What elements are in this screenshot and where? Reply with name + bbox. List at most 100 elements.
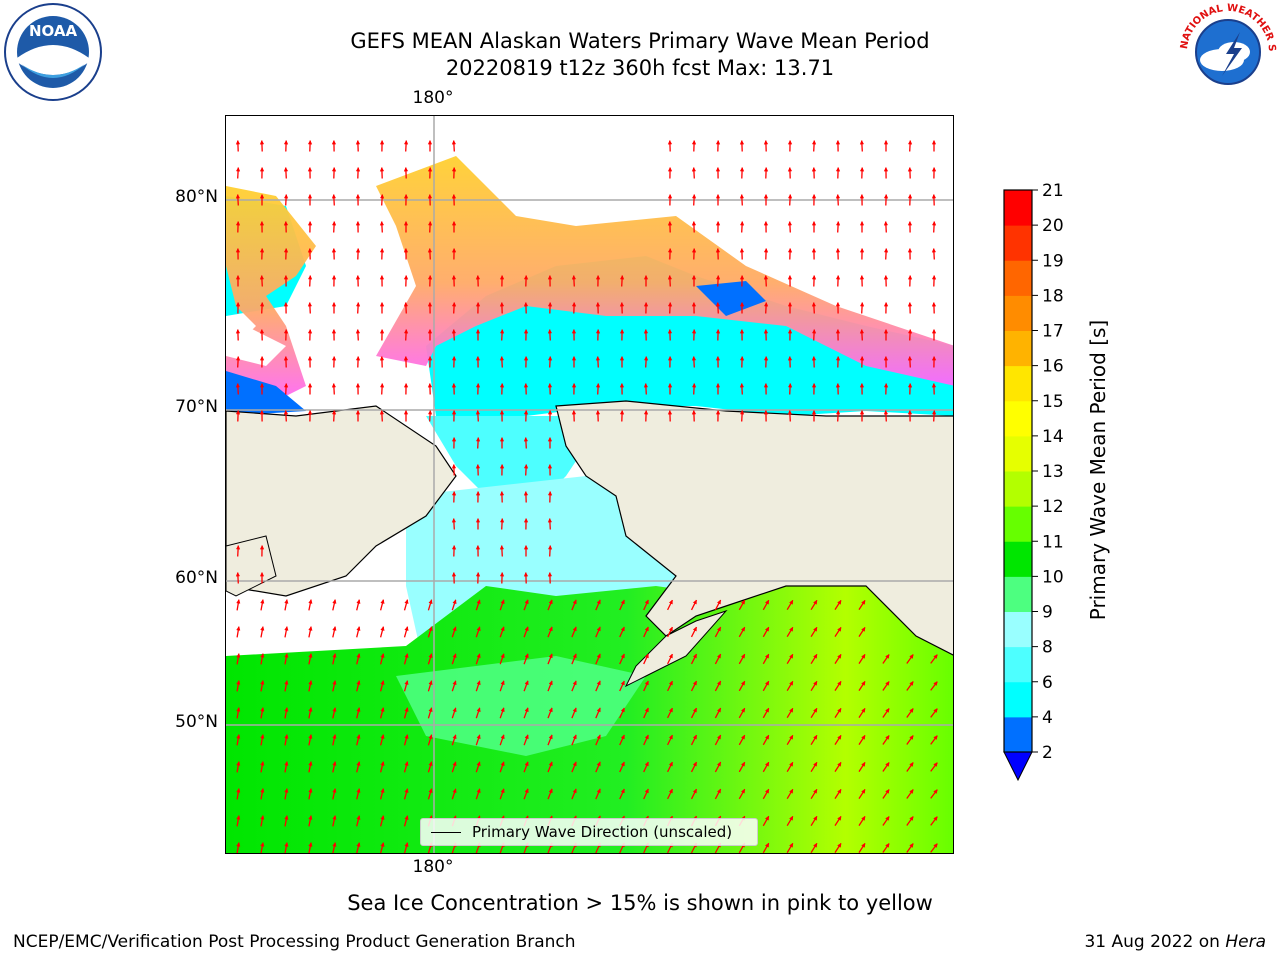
wave-arrow-head [715,301,721,307]
wave-arrow-head [692,734,697,740]
wave-arrow-head [667,274,673,280]
wave-arrow-head [763,139,769,145]
wave-arrow-head [571,328,577,334]
wave-arrow-head [740,599,745,605]
wave-arrow-head [933,843,938,848]
wave-arrow-head [548,734,553,740]
wave-arrow-head [715,382,721,388]
wave-arrow-head [739,409,745,415]
wave-arrow-head [883,274,889,280]
wave-arrow-head [837,788,842,794]
wave-arrow-head [763,328,769,334]
wave-arrow-head [739,220,745,226]
wave-arrow-head [571,382,577,388]
sea-ice-band [376,156,953,386]
wave-arrow-head [643,382,649,388]
wave-arrow-head [811,139,817,145]
wave-arrow-head [308,815,313,820]
wave-arrow-head [308,599,313,604]
wave-arrow-head [331,220,337,226]
wave-arrow-head [644,680,649,686]
wave-arrow-head [813,842,818,848]
wave-arrow-head [428,788,433,794]
wave-arrow-head [451,328,457,334]
wave-arrow-head [789,599,794,605]
footer-host: Hera [1225,932,1266,952]
colorbar-tick-label: 13 [1042,462,1064,482]
wave-arrow-head [235,409,241,415]
colorbar-bin [1004,576,1032,612]
wave-arrow-head [643,274,649,280]
wave-arrow-head [308,680,313,685]
wave-arrow-head [236,842,241,847]
wave-arrow-head [931,220,937,226]
wave-arrow-head [572,734,577,740]
lat-label-80n: 80°N [175,187,218,207]
wave-arrow-head [260,842,265,847]
wave-arrow-head [571,355,577,361]
wave-arrow-head [404,734,409,739]
wave-arrow-head [403,382,409,388]
wave-arrow-head [740,653,745,659]
wave-arrow-head [931,139,937,145]
wave-arrow-head [427,409,433,415]
wave-arrow-head [933,681,938,686]
wave-arrow-head [715,274,721,280]
wave-arrow-head [379,247,385,253]
wave-arrow-head [763,355,769,361]
wave-arrow-head [789,707,794,713]
wave-arrow-head [619,328,625,334]
wave-arrow-head [739,139,745,145]
wave-arrow-head [763,274,769,280]
wave-arrow-head [595,382,601,388]
wave-arrow-head [907,328,913,334]
wave-arrow-head [500,788,505,794]
wave-arrow-head [811,301,817,307]
wave-arrow-head [331,328,337,334]
colorbar-tick-label: 14 [1042,427,1064,447]
wave-arrow-head [835,220,841,226]
wave-arrow-head [452,599,457,605]
wave-arrow-head [739,166,745,172]
wave-arrow-head [620,707,625,713]
wave-arrow-head [451,355,457,361]
wave-arrow-head [500,761,505,767]
wave-arrow-head [931,382,937,388]
wave-arrow-head [883,247,889,253]
wave-arrow-head [356,680,361,685]
footer-branch: NCEP/EMC/Verification Post Processing Pr… [13,932,576,952]
wave-arrow-head [596,599,601,605]
wave-arrow-head [283,247,289,253]
wave-arrow-head [452,788,457,794]
wave-arrow-head [764,815,769,821]
wave-arrow-head [260,653,265,658]
wave-arrow-head [715,355,721,361]
wave-arrow-head [837,626,842,632]
wave-arrow-head [476,680,481,686]
wave-arrow-head [403,328,409,334]
lon-label-bottom: 180° [412,857,454,877]
wave-arrow-head [284,815,289,820]
wave-arrow-head [691,328,697,334]
wave-arrow-head [933,816,938,821]
wave-arrow-head [667,355,673,361]
wave-arrow-head [355,328,361,334]
wave-arrow-head [524,761,529,767]
wave-arrow-head [235,301,241,307]
wave-arrow-head [691,382,697,388]
wave-arrow-head [643,328,649,334]
wave-arrow-head [764,653,769,659]
wave-arrow-head [332,680,337,685]
wave-arrow-head [260,626,265,631]
wave-arrow-head [523,463,529,469]
wave-arrow-head [427,382,433,388]
wave-arrow-head [547,571,553,577]
wave-arrow-head [813,788,818,794]
wave-arrow-head [332,761,337,766]
lat-label-50n: 50°N [175,712,218,732]
wave-arrow-head [451,193,457,199]
wave-arrow-head [835,166,841,172]
wave-arrow-head [837,599,842,605]
wave-arrow-head [740,788,745,794]
wave-arrow-head [813,815,818,821]
